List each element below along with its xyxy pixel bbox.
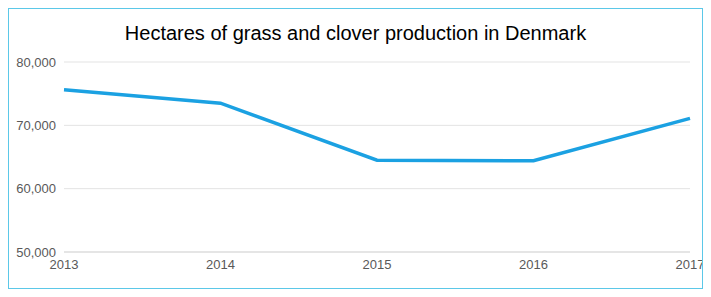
svg-text:2014: 2014 bbox=[206, 257, 235, 272]
svg-text:2016: 2016 bbox=[519, 257, 548, 272]
html-text:Hectares of grass and clover p: Hectares of grass and clover production … bbox=[124, 21, 587, 44]
svg-text:2013: 2013 bbox=[49, 257, 79, 273]
svg-text:2015: 2015 bbox=[363, 257, 392, 272]
svg-text:2017: 2017 bbox=[676, 257, 702, 272]
svg-text:70,000: 70,000 bbox=[16, 118, 56, 133]
svg-text:50,000: 50,000 bbox=[16, 245, 56, 260]
svg-text:60,000: 60,000 bbox=[16, 181, 56, 196]
svg-text:80,000: 80,000 bbox=[16, 55, 56, 70]
